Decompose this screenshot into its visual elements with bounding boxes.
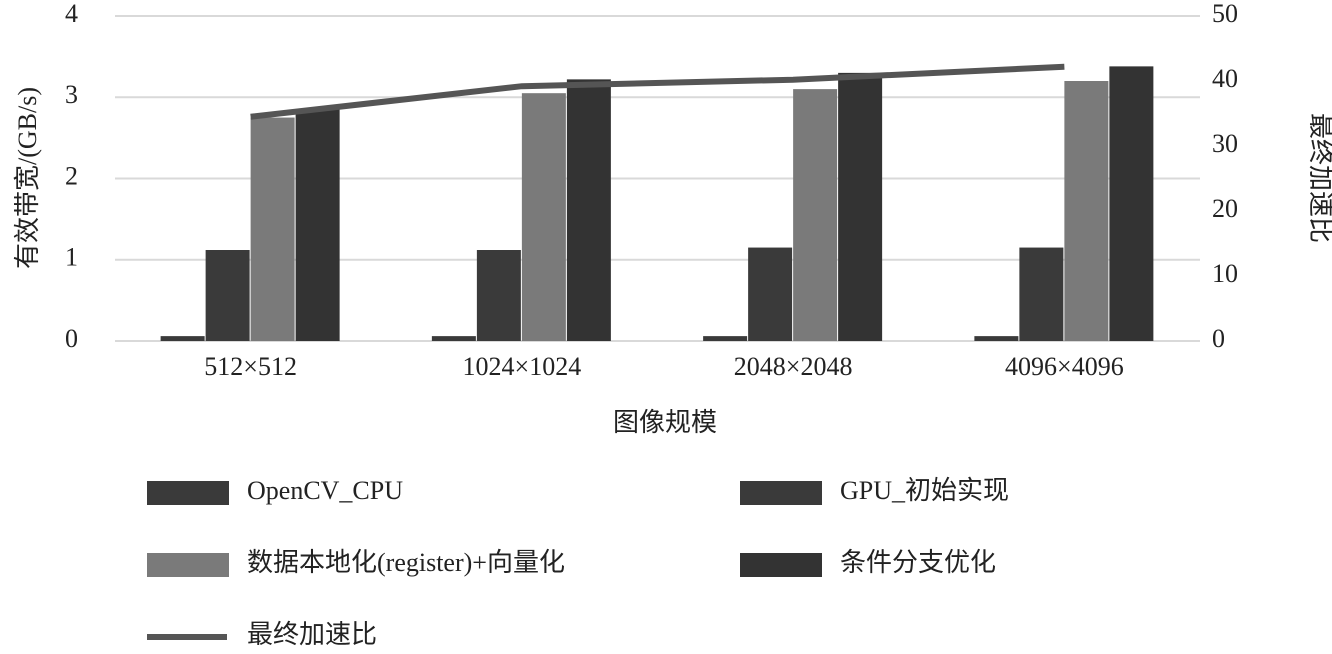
legend-label: GPU_初始实现 <box>840 476 1009 505</box>
line-series <box>250 63 1065 120</box>
y-tick-label: 1 <box>65 243 78 272</box>
y-tick-label: 3 <box>65 80 78 109</box>
bar <box>1109 66 1154 341</box>
bar <box>748 247 793 341</box>
y-tick-label: 4 <box>65 0 78 28</box>
legend-swatch <box>740 481 822 505</box>
x-tick-label: 4096×4096 <box>1005 352 1124 381</box>
y-axis-label: 有效带宽/(GB/s) <box>13 87 42 269</box>
y-tick-label: 0 <box>65 324 78 353</box>
x-tick-label: 512×512 <box>204 352 297 381</box>
bar <box>793 89 838 341</box>
y2-axis-label: 最终加速比 <box>1306 113 1332 243</box>
bar <box>974 336 1019 341</box>
legend-label: OpenCV_CPU <box>247 476 403 505</box>
y2-tick-label: 20 <box>1212 194 1238 223</box>
bar <box>566 79 611 341</box>
y2-tick-label: 40 <box>1212 64 1238 93</box>
bar <box>476 250 521 341</box>
legend-label: 条件分支优化 <box>840 548 996 577</box>
y-tick-label: 2 <box>65 161 78 190</box>
bar <box>1064 81 1109 341</box>
y2-tick-label: 0 <box>1212 324 1225 353</box>
legend-swatch <box>740 553 822 577</box>
bar <box>160 336 205 341</box>
x-tick-label: 1024×1024 <box>463 352 582 381</box>
bar <box>250 117 295 341</box>
bar <box>703 336 748 341</box>
bar <box>521 93 566 341</box>
y2-tick-label: 50 <box>1212 0 1238 28</box>
legend-swatch <box>147 481 229 505</box>
bar <box>838 72 883 341</box>
x-tick-label: 2048×2048 <box>734 352 853 381</box>
x-axis-label: 图像规模 <box>613 408 717 437</box>
y2-tick-label: 10 <box>1212 259 1238 288</box>
bar <box>295 109 340 341</box>
bar <box>205 250 250 341</box>
bar <box>1019 247 1064 341</box>
bar <box>431 336 476 341</box>
y2-tick-label: 30 <box>1212 129 1238 158</box>
legend-label: 数据本地化(register)+向量化 <box>247 548 565 577</box>
legend-label: 最终加速比 <box>247 620 377 649</box>
legend-swatch <box>147 553 229 577</box>
